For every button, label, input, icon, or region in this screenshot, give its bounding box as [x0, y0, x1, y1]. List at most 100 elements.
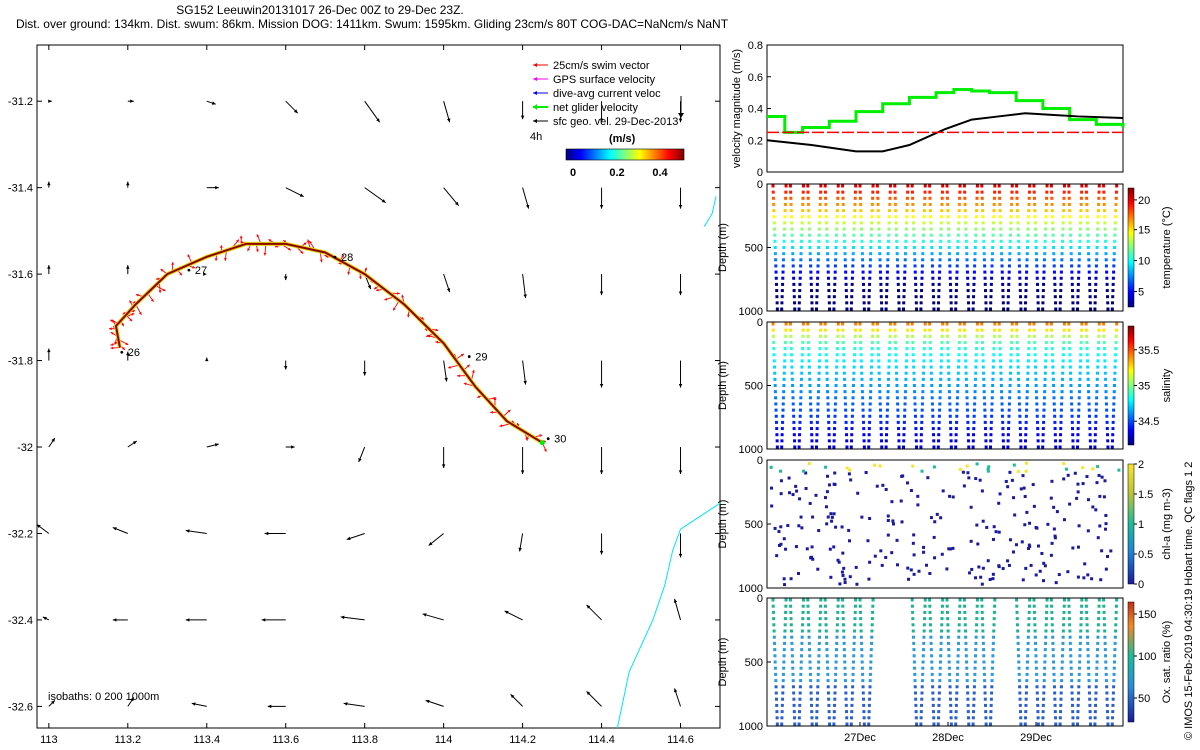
profile-dot [911, 209, 915, 213]
profile-dot [799, 666, 803, 670]
profile-dot [792, 427, 796, 431]
profile-dot [893, 202, 897, 206]
profile-dot [842, 635, 846, 639]
profile-dot [843, 384, 847, 387]
profile-dot [1114, 334, 1118, 338]
profile-dot [807, 215, 811, 219]
profile-dot [974, 227, 978, 231]
profile-dot [799, 672, 803, 676]
profile-dot [1009, 233, 1013, 237]
profile-dot [971, 301, 975, 305]
profile-dot [1017, 239, 1021, 243]
profile-dot [862, 703, 866, 707]
profile-dot [1076, 482, 1080, 486]
profile-dot [1017, 666, 1021, 670]
profile-dot [1059, 282, 1063, 286]
profile-dot [991, 246, 995, 249]
profile-dot [798, 270, 802, 274]
profile-dot [930, 396, 934, 400]
profile-dot [810, 445, 814, 449]
current-vector-head [112, 527, 117, 531]
profile-dot [1010, 196, 1014, 200]
profile-dot [877, 233, 881, 237]
profile-dot [825, 648, 829, 652]
profile-dot [896, 402, 900, 406]
profile-dot [800, 233, 804, 237]
profile-dot [1043, 252, 1047, 256]
profile-dot [903, 270, 907, 274]
profile-dot [1018, 414, 1022, 418]
profile-dot [1034, 377, 1038, 381]
profile-dot [957, 635, 961, 639]
profile-dot [1061, 648, 1065, 652]
profile-dot [782, 390, 786, 394]
profile-dot [1026, 648, 1030, 652]
profile-dot [1027, 547, 1031, 551]
profile-dot [1077, 276, 1081, 280]
profile-dot [1026, 221, 1030, 225]
profile-dot [1076, 703, 1080, 707]
profile-dot [808, 384, 812, 387]
profile-dot [1051, 641, 1055, 645]
swim-vector-head [303, 242, 307, 246]
profile-dot [1061, 353, 1065, 357]
profile-dot [983, 414, 987, 418]
profile-dot [910, 598, 914, 602]
profile-dot [1015, 340, 1019, 344]
profile-dot [1085, 475, 1089, 479]
profile-dot [961, 470, 965, 474]
profile-dot [825, 474, 829, 478]
profile-dot [902, 445, 905, 449]
profile-dot [775, 445, 779, 449]
profile-dot [885, 414, 889, 418]
profile-dot [879, 282, 883, 286]
profile-dot [957, 227, 961, 231]
profile-dot [825, 371, 829, 375]
profile-dot [1105, 282, 1109, 286]
profile-dot [910, 604, 914, 608]
profile-dot [827, 483, 831, 487]
profile-dot [1024, 301, 1028, 305]
profile-dot [1025, 402, 1029, 406]
profile-dot [876, 196, 880, 200]
profile-dot [913, 408, 917, 412]
profile-dot [1023, 445, 1027, 449]
profile-dot [1006, 301, 1010, 305]
profile-dot [936, 307, 940, 311]
profile-dot [1104, 522, 1108, 526]
profile-dot [1017, 390, 1021, 394]
profile-dot [816, 567, 820, 571]
profile-dot [774, 282, 778, 286]
profile-dot [1015, 196, 1019, 200]
profile-dot [861, 264, 865, 268]
map-ytick-label: -32.4 [8, 615, 33, 627]
profile-dot [999, 227, 1003, 231]
profile-dot [948, 672, 952, 676]
profile-dot [784, 610, 788, 614]
profile-dot [955, 672, 959, 676]
profile-dot [1050, 215, 1054, 219]
profile-dot [1036, 307, 1040, 311]
profile-dot [975, 610, 979, 614]
profile-dot [798, 295, 802, 299]
profile-dot [825, 227, 829, 231]
profile-dot [937, 414, 941, 418]
profile-dot [862, 427, 866, 431]
profile-dot [975, 334, 979, 338]
profile-dot [945, 604, 949, 608]
profile-dot [1042, 697, 1046, 701]
profile-dot [848, 539, 852, 543]
profile-dot [1086, 635, 1090, 639]
profile-dot [964, 641, 968, 645]
profile-dot [1024, 691, 1028, 695]
profile-dot [774, 414, 778, 418]
profile-dot [971, 716, 975, 720]
profile-dot [1053, 534, 1057, 538]
profile-dot [948, 276, 952, 280]
profile-dot [1006, 559, 1010, 563]
profile-dot [956, 390, 960, 394]
profile-dot [1053, 289, 1057, 293]
profile-dot [973, 672, 977, 676]
profile-dot [1076, 445, 1079, 449]
